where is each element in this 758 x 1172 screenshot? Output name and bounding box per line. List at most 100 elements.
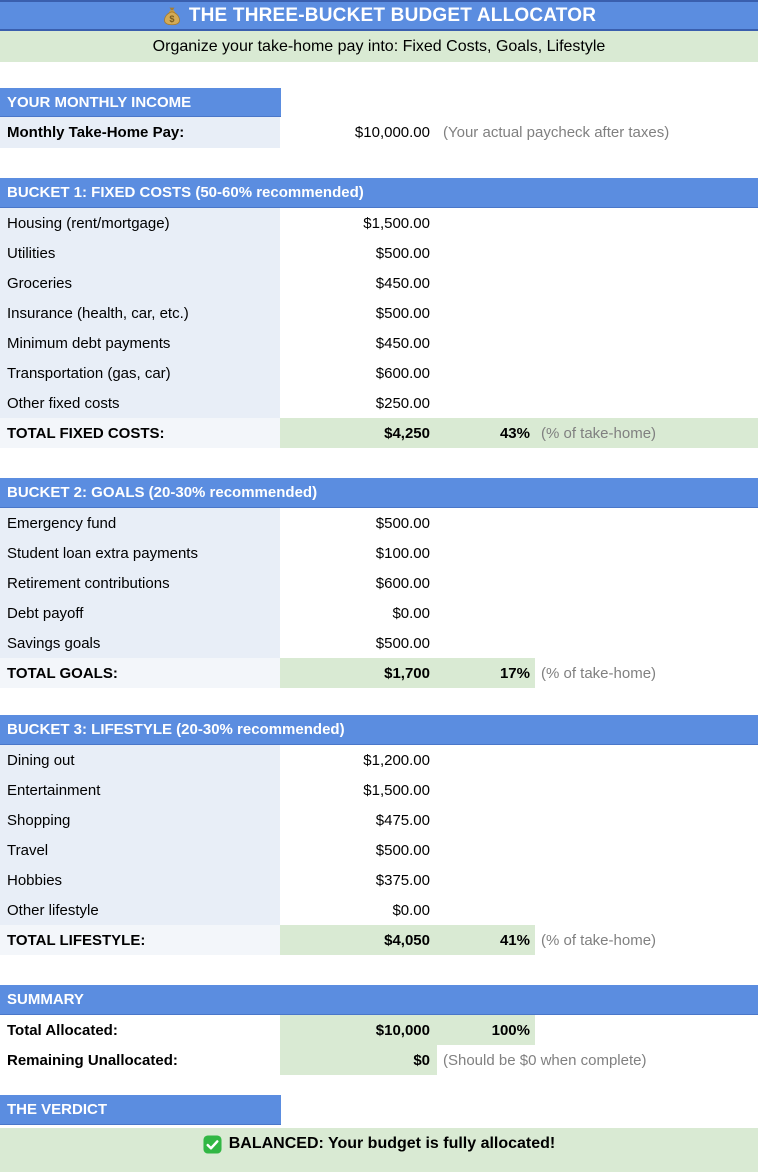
item-label-cell: Retirement contributions [0, 568, 280, 598]
item-amount-cell[interactable]: $600.00 [375, 364, 430, 382]
summary-amount-cell: $0 [280, 1045, 437, 1075]
total-note: (% of take-home) [535, 925, 758, 955]
item-label-cell: Groceries [0, 268, 280, 298]
table-row: Utilities $500.00 [0, 238, 758, 268]
bucket2-section: BUCKET 2: GOALS (20-30% recommended) Eme… [0, 478, 758, 688]
table-row: Groceries $450.00 [0, 268, 758, 298]
summary-amount-cell: $10,000 [280, 1015, 437, 1045]
income-section-header: YOUR MONTHLY INCOME [0, 88, 281, 117]
verdict-section-header-label: THE VERDICT [7, 1101, 108, 1118]
income-amount-cell[interactable]: $10,000.00 [354, 124, 430, 141]
item-amount-cell[interactable]: $500.00 [375, 244, 430, 262]
bucket1-section-header: BUCKET 1: FIXED COSTS (50-60% recommende… [0, 178, 758, 208]
total-label-cell: TOTAL LIFESTYLE: [0, 925, 280, 955]
table-row: Shopping $475.00 [0, 805, 758, 835]
check-mark-icon [203, 1135, 222, 1154]
summary-remaining-row: Remaining Unallocated: $0 (Should be $0 … [0, 1045, 758, 1075]
table-row: Insurance (health, car, etc.) $500.00 [0, 298, 758, 328]
bucket3-section-header: BUCKET 3: LIFESTYLE (20-30% recommended) [0, 715, 758, 745]
item-label-cell: Minimum debt payments [0, 328, 280, 358]
item-amount-cell[interactable]: $1,200.00 [363, 751, 430, 769]
item-label-cell: Utilities [0, 238, 280, 268]
total-amount-cell: $1,700 [280, 658, 437, 688]
bucket3-total-row: TOTAL LIFESTYLE: $4,050 41% (% of take-h… [0, 925, 758, 955]
item-label-cell: Insurance (health, car, etc.) [0, 298, 280, 328]
summary-note: (Should be $0 when complete) [443, 1051, 647, 1069]
item-amount-cell[interactable]: $250.00 [375, 394, 430, 412]
summary-section-header-label: SUMMARY [7, 991, 84, 1008]
item-label-cell: Shopping [0, 805, 280, 835]
item-label-cell: Dining out [0, 745, 280, 775]
item-amount-cell[interactable]: $600.00 [375, 574, 430, 592]
table-row: Travel $500.00 [0, 835, 758, 865]
table-row: Other lifestyle $0.00 [0, 895, 758, 925]
item-amount-cell[interactable]: $375.00 [375, 871, 430, 889]
total-label-cell: TOTAL GOALS: [0, 658, 280, 688]
summary-percent-cell: 100% [437, 1015, 535, 1045]
income-label-cell: Monthly Take-Home Pay: [0, 117, 280, 148]
bucket3-section-header-label: BUCKET 3: LIFESTYLE (20-30% recommended) [7, 721, 345, 738]
item-amount-cell[interactable]: $500.00 [375, 304, 430, 322]
page-subtitle: Organize your take-home pay into: Fixed … [152, 37, 606, 55]
item-amount-cell[interactable]: $450.00 [375, 334, 430, 352]
item-label-cell: Other fixed costs [0, 388, 280, 418]
table-row: Student loan extra payments $100.00 [0, 538, 758, 568]
total-amount-cell: $4,250 [280, 418, 437, 448]
item-amount-cell[interactable]: $500.00 [375, 514, 430, 532]
summary-label-cell: Total Allocated: [0, 1015, 280, 1045]
total-label-cell: TOTAL FIXED COSTS: [0, 418, 280, 448]
income-section-header-label: YOUR MONTHLY INCOME [7, 93, 192, 111]
item-label-cell: Entertainment [0, 775, 280, 805]
item-amount-cell[interactable]: $500.00 [375, 634, 430, 652]
item-label-cell: Debt payoff [0, 598, 280, 628]
summary-label-cell: Remaining Unallocated: [0, 1045, 280, 1075]
bucket1-total-row: TOTAL FIXED COSTS: $4,250 43% (% of take… [0, 418, 758, 448]
bucket2-section-header: BUCKET 2: GOALS (20-30% recommended) [0, 478, 758, 508]
table-row: Housing (rent/mortgage) $1,500.00 [0, 208, 758, 238]
total-percent-cell: 17% [437, 658, 535, 688]
table-row: Transportation (gas, car) $600.00 [0, 358, 758, 388]
item-label-cell: Transportation (gas, car) [0, 358, 280, 388]
item-amount-cell[interactable]: $450.00 [375, 274, 430, 292]
page-subtitle-bar: Organize your take-home pay into: Fixed … [0, 31, 758, 62]
bucket2-section-header-label: BUCKET 2: GOALS (20-30% recommended) [7, 484, 318, 501]
table-row: Minimum debt payments $450.00 [0, 328, 758, 358]
item-label-cell: Other lifestyle [0, 895, 280, 925]
page-title: THE THREE-BUCKET BUDGET ALLOCATOR [188, 4, 597, 26]
item-amount-cell[interactable]: $1,500.00 [363, 214, 430, 232]
table-row: Entertainment $1,500.00 [0, 775, 758, 805]
item-amount-cell[interactable]: $1,500.00 [363, 781, 430, 799]
item-label-cell: Student loan extra payments [0, 538, 280, 568]
total-percent-cell: 43% [437, 418, 535, 448]
svg-text:$: $ [169, 13, 174, 23]
page-title-bar: $ THE THREE-BUCKET BUDGET ALLOCATOR [0, 0, 758, 31]
table-row: Dining out $1,200.00 [0, 745, 758, 775]
total-percent-cell: 41% [437, 925, 535, 955]
item-amount-cell[interactable]: $100.00 [375, 544, 430, 562]
total-note: (% of take-home) [535, 658, 758, 688]
bucket2-total-row: TOTAL GOALS: $1,700 17% (% of take-home) [0, 658, 758, 688]
table-row: Savings goals $500.00 [0, 628, 758, 658]
summary-section: SUMMARY Total Allocated: $10,000 100% Re… [0, 985, 758, 1075]
verdict-banner: BALANCED: Your budget is fully allocated… [0, 1128, 758, 1172]
table-row: Hobbies $375.00 [0, 865, 758, 895]
table-row: Other fixed costs $250.00 [0, 388, 758, 418]
item-label-cell: Emergency fund [0, 508, 280, 538]
item-label-cell: Hobbies [0, 865, 280, 895]
total-note: (% of take-home) [535, 418, 758, 448]
item-label-cell: Housing (rent/mortgage) [0, 208, 280, 238]
table-row: Debt payoff $0.00 [0, 598, 758, 628]
verdict-section: THE VERDICT BALANCED: Your budget is ful… [0, 1095, 758, 1172]
item-amount-cell[interactable]: $475.00 [375, 811, 430, 829]
item-label-cell: Savings goals [0, 628, 280, 658]
bucket3-section: BUCKET 3: LIFESTYLE (20-30% recommended)… [0, 715, 758, 955]
money-bag-icon: $ [162, 6, 182, 26]
income-section: YOUR MONTHLY INCOME Monthly Take-Home Pa… [0, 88, 758, 148]
summary-section-header: SUMMARY [0, 985, 758, 1015]
item-amount-cell[interactable]: $500.00 [375, 841, 430, 859]
item-amount-cell[interactable]: $0.00 [392, 604, 430, 622]
summary-total-allocated-row: Total Allocated: $10,000 100% [0, 1015, 758, 1045]
income-note: (Your actual paycheck after taxes) [443, 124, 670, 141]
bucket1-section: BUCKET 1: FIXED COSTS (50-60% recommende… [0, 178, 758, 448]
item-amount-cell[interactable]: $0.00 [392, 901, 430, 919]
